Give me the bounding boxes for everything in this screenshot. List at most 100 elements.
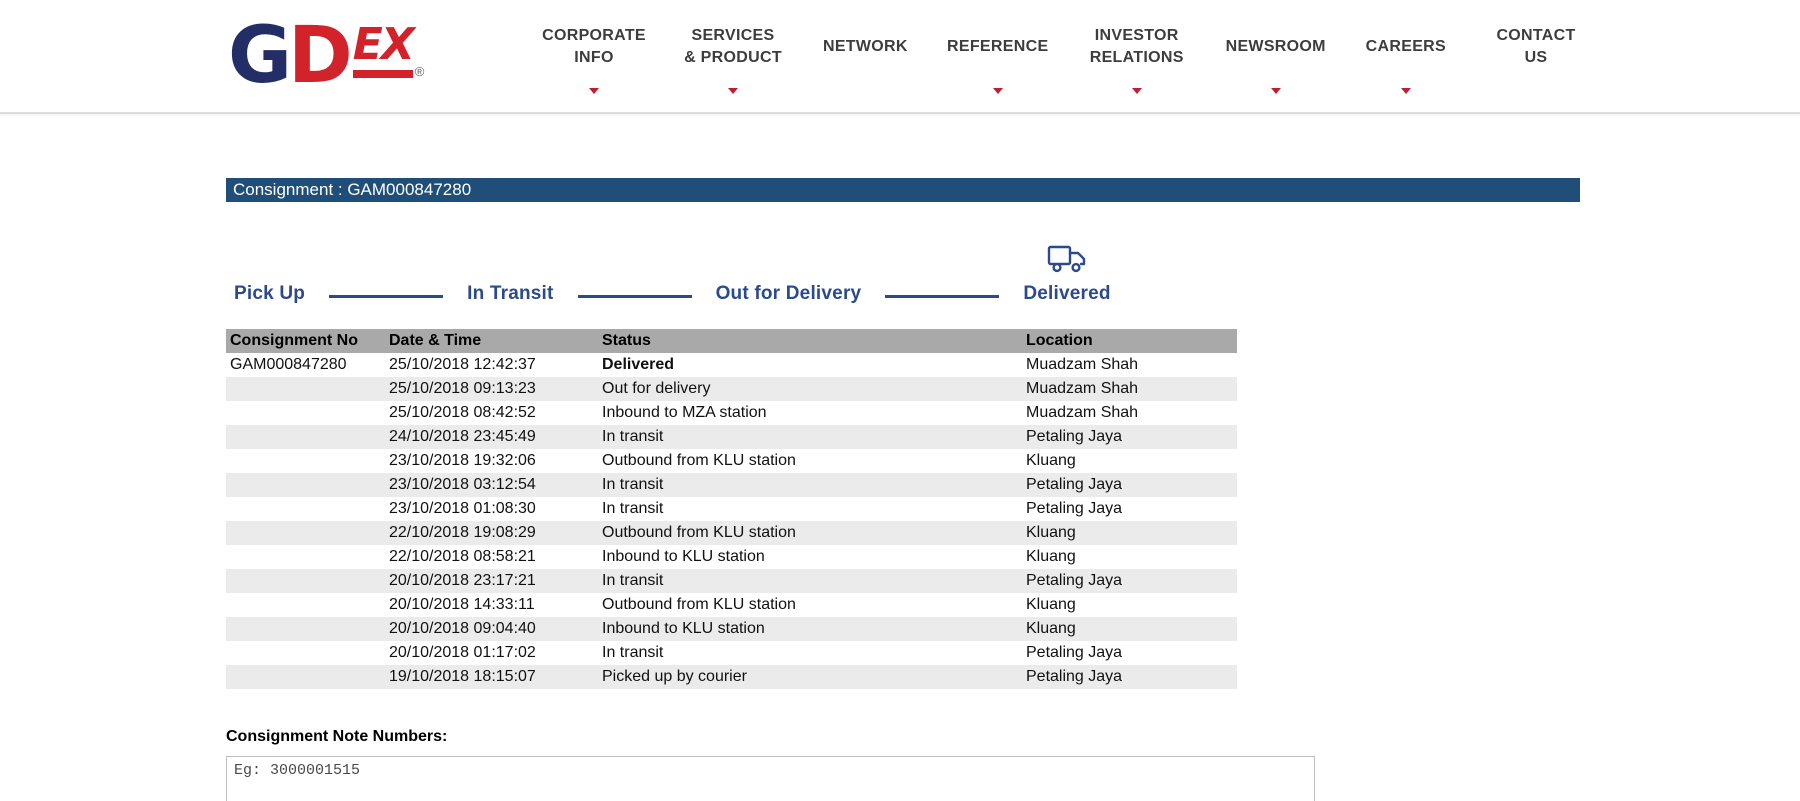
table-row: 19/10/2018 18:15:07 Picked up by courier… <box>226 665 1237 689</box>
main-nav: CORPORATE INFO SERVICES & PRODUCT NETWOR… <box>542 18 1585 94</box>
chevron-down-icon <box>992 88 1003 94</box>
datetime-cell: 24/10/2018 23:45:49 <box>389 428 536 445</box>
status-cell: In transit <box>602 500 664 517</box>
nav-item-newsroom[interactable]: NEWSROOM <box>1225 18 1326 94</box>
datetime-cell: 19/10/2018 18:15:07 <box>389 668 536 685</box>
status-cell: In transit <box>602 476 664 493</box>
nav-item-reference[interactable]: REFERENCE <box>947 18 1048 94</box>
header-status: Status <box>598 329 1022 354</box>
table-row: 25/10/2018 09:13:23 Out for delivery Mua… <box>226 377 1237 401</box>
datetime-cell: 22/10/2018 08:58:21 <box>389 548 536 565</box>
nav-item-contact-us[interactable]: CONTACT US <box>1487 18 1585 94</box>
table-row: 23/10/2018 03:12:54 In transit Petaling … <box>226 473 1237 497</box>
consignment-no-cell <box>226 665 385 689</box>
location-cell: Kluang <box>1026 548 1076 565</box>
consignment-no-cell <box>226 473 385 497</box>
consignment-no-cell <box>226 497 385 521</box>
consignment-no-cell <box>226 521 385 545</box>
logo-ex-wrap: EX ® <box>352 23 424 78</box>
status-cell: Delivered <box>602 356 675 374</box>
consignment-note-label: Consignment Note Numbers: <box>226 728 448 745</box>
location-cell: Petaling Jaya <box>1026 428 1123 445</box>
tracker-connector <box>329 295 444 298</box>
table-row: 20/10/2018 01:17:02 In transit Petaling … <box>226 641 1237 665</box>
datetime-cell: 20/10/2018 09:04:40 <box>389 620 536 637</box>
chevron-down-icon <box>727 88 738 94</box>
status-cell: In transit <box>602 428 664 445</box>
nav-item-careers[interactable]: CAREERS <box>1366 18 1446 94</box>
table-row: 25/10/2018 08:42:52 Inbound to MZA stati… <box>226 401 1237 425</box>
delivery-truck-icon <box>1046 244 1088 281</box>
tracker-step-pick-up: Pick Up <box>234 282 305 306</box>
location-cell: Kluang <box>1026 524 1076 541</box>
datetime-cell: 22/10/2018 19:08:29 <box>389 524 536 541</box>
main-content: Consignment : GAM000847280 Pick Up In Tra… <box>226 178 1800 801</box>
tracker-step-label: Delivered <box>1023 283 1111 304</box>
datetime-cell: 20/10/2018 01:17:02 <box>389 644 536 661</box>
table-row: 23/10/2018 01:08:30 In transit Petaling … <box>226 497 1237 521</box>
nav-item-corporate-info[interactable]: CORPORATE INFO <box>542 18 646 94</box>
status-cell: Inbound to MZA station <box>602 404 767 421</box>
consignment-no-cell <box>226 569 385 593</box>
datetime-cell: 20/10/2018 14:33:11 <box>389 596 535 613</box>
location-cell: Petaling Jaya <box>1026 500 1123 517</box>
status-cell: Picked up by courier <box>602 668 747 685</box>
location-cell: Petaling Jaya <box>1026 644 1123 661</box>
datetime-cell: 25/10/2018 09:13:23 <box>389 380 536 397</box>
nav-item-label: NEWSROOM <box>1225 38 1326 56</box>
consignment-no-cell <box>226 593 385 617</box>
tracker-step-out-for-delivery: Out for Delivery <box>716 282 862 306</box>
datetime-cell: 25/10/2018 12:42:37 <box>389 356 536 374</box>
tracker-step-label: Pick Up <box>234 283 306 304</box>
logo-letter-d: D <box>288 11 353 101</box>
chevron-down-icon <box>1131 88 1142 94</box>
table-row: 22/10/2018 19:08:29 Outbound from KLU st… <box>226 521 1237 545</box>
tracker-step-in-transit: In Transit <box>467 282 553 306</box>
table-row: 22/10/2018 08:58:21 Inbound to KLU stati… <box>226 545 1237 569</box>
datetime-cell: 23/10/2018 03:12:54 <box>389 476 536 493</box>
consignment-no-cell <box>226 425 385 449</box>
consignment-no-cell <box>226 641 385 665</box>
logo-letter-g: G <box>228 11 292 101</box>
gdex-logo[interactable]: G D EX ® <box>228 17 424 95</box>
header-location: Location <box>1022 329 1237 354</box>
table-row: 20/10/2018 09:04:40 Inbound to KLU stati… <box>226 617 1237 641</box>
datetime-cell: 25/10/2018 08:42:52 <box>389 404 536 421</box>
table-row: 23/10/2018 19:32:06 Outbound from KLU st… <box>226 449 1237 473</box>
consignment-no-cell <box>226 545 385 569</box>
tracking-table-body: GAM000847280 25/10/2018 12:42:37 Deliver… <box>226 353 1237 689</box>
location-cell: Kluang <box>1026 620 1076 637</box>
status-cell: Outbound from KLU station <box>602 596 796 613</box>
chevron-down-icon <box>589 88 599 94</box>
logo-letters-ex: EX <box>352 23 415 78</box>
location-cell: Petaling Jaya <box>1026 476 1123 493</box>
nav-item-investor-relations[interactable]: INVESTOR RELATIONS <box>1088 18 1186 94</box>
consignment-no-cell <box>226 377 385 401</box>
tracker-step-delivered: Delivered <box>1023 244 1110 306</box>
location-cell: Kluang <box>1026 452 1076 469</box>
datetime-cell: 23/10/2018 19:32:06 <box>389 452 536 469</box>
status-cell: In transit <box>602 572 664 589</box>
chevron-down-icon <box>1400 88 1411 94</box>
consignment-no-cell: GAM000847280 <box>230 356 347 374</box>
nav-item-label: SERVICES & PRODUCT <box>684 27 782 66</box>
header-date-time: Date & Time <box>385 329 598 354</box>
tracker-step-label: In Transit <box>467 283 554 304</box>
chevron-down-icon <box>1270 88 1281 94</box>
status-cell: Out for delivery <box>602 380 711 397</box>
consignment-note-input[interactable] <box>226 756 1315 801</box>
status-cell: Outbound from KLU station <box>602 452 796 469</box>
status-cell: Outbound from KLU station <box>602 524 796 541</box>
tracker-connector <box>885 295 1000 298</box>
table-row: GAM000847280 25/10/2018 12:42:37 Deliver… <box>226 353 1237 377</box>
location-cell: Petaling Jaya <box>1026 668 1123 685</box>
tracking-table-header: Consignment No Date & Time Status Locati… <box>226 329 1237 354</box>
datetime-cell: 20/10/2018 23:17:21 <box>389 572 536 589</box>
tracking-table: Consignment No Date & Time Status Locati… <box>226 329 1237 689</box>
status-cell: In transit <box>602 644 664 661</box>
nav-item-network[interactable]: NETWORK <box>823 18 908 94</box>
table-row: 24/10/2018 23:45:49 In transit Petaling … <box>226 425 1237 449</box>
consignment-no-cell <box>226 401 385 425</box>
nav-item-services-product[interactable]: SERVICES & PRODUCT <box>684 18 782 94</box>
tracker-step-label: Out for Delivery <box>715 283 862 304</box>
